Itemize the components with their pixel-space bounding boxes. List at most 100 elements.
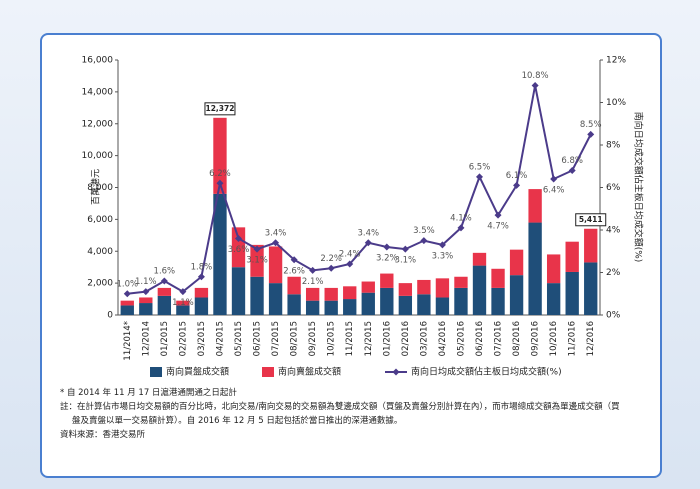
bar: [454, 287, 468, 315]
y-tick-label: 14,000: [82, 87, 114, 97]
bar: [176, 305, 190, 315]
data-label: 1.8%: [191, 262, 213, 272]
data-label: 4.7%: [487, 222, 509, 232]
bar: [380, 287, 394, 315]
bar: [268, 283, 283, 315]
bar: [324, 300, 338, 315]
data-label: 2.6%: [283, 266, 305, 276]
line-marker: [309, 266, 317, 274]
bar: [417, 294, 431, 315]
data-label: 6.8%: [561, 156, 583, 166]
line-marker: [568, 167, 576, 174]
bar: [472, 252, 487, 266]
bar: [565, 241, 579, 272]
x-tick-label: 11/2014*: [123, 321, 133, 361]
x-tick-label: 11/2015: [345, 321, 355, 356]
y-tick-label: 8,000: [87, 183, 113, 193]
bar: [417, 279, 431, 295]
x-tick-label: 05/2015: [234, 321, 244, 356]
x-tick-label: 03/2016: [419, 321, 429, 356]
bar: [454, 276, 468, 288]
note: 註：在計算佔市場日均交易額的百分比時，北向交易/南向交易的交易額為雙邊成交額（買…: [60, 402, 620, 426]
bar: [565, 271, 579, 315]
line-marker: [142, 288, 150, 296]
annotation-box: [575, 213, 607, 227]
data-label: 2.1%: [302, 277, 324, 287]
x-tick-label: 12/2015: [364, 321, 374, 356]
data-label: 2.4%: [339, 250, 361, 260]
bar: [268, 246, 283, 284]
bar: [287, 276, 301, 295]
bar: [343, 286, 357, 300]
y-tick-label: 2,000: [87, 279, 113, 289]
bar: [194, 297, 209, 315]
line-marker: [531, 82, 539, 89]
x-tick-label: 04/2016: [438, 321, 448, 356]
line-marker: [513, 181, 521, 189]
data-label: 1.1%: [172, 298, 194, 308]
bar: [546, 283, 561, 315]
data-label: 2.2%: [320, 254, 342, 264]
x-tick-label: 04/2015: [215, 321, 225, 356]
bar: [361, 281, 375, 293]
notes: * 自 2014 年 11 月 17 日滬港通開通之日起計 註：在計算佔市場日均…: [60, 386, 620, 442]
line-marker: [235, 235, 242, 242]
data-label: 3.1%: [395, 256, 417, 266]
legend-label: 南向買盤成交額: [166, 366, 229, 378]
legend-label: 南向日均成交額佔主板日均成交額(%): [411, 366, 562, 378]
y-tick-label: 12,000: [82, 119, 114, 129]
y2-axis-label: 南向日均成交額佔主板日均成交額(%): [633, 112, 645, 263]
data-label: 6.4%: [543, 186, 565, 196]
x-tick-label: 10/2015: [327, 321, 337, 356]
y2-tick-label: 6%: [606, 183, 621, 193]
bar: [398, 283, 413, 296]
data-label: 6.1%: [506, 171, 528, 181]
bar: [509, 275, 524, 315]
bar: [361, 292, 375, 315]
data-label: 6.2%: [209, 169, 231, 179]
bar: [250, 276, 264, 315]
x-tick-label: 08/2016: [512, 321, 522, 356]
x-tick-label: 07/2015: [271, 321, 281, 356]
x-tick-label: 05/2016: [456, 321, 466, 356]
bar: [213, 117, 227, 194]
y-tick-label: 10,000: [82, 151, 114, 161]
bar: [305, 287, 320, 301]
bar: [528, 222, 542, 315]
annotation-box: [204, 102, 236, 116]
y2-tick-label: 0%: [606, 311, 621, 321]
data-label: 3.2%: [376, 254, 398, 264]
y2-tick-label: 8%: [606, 141, 621, 151]
x-tick-label: 08/2015: [290, 321, 300, 356]
data-label: 10.8%: [522, 71, 549, 81]
bar: [343, 299, 357, 315]
line-marker: [550, 175, 558, 183]
line-marker: [587, 130, 595, 138]
y2-tick-label: 10%: [606, 98, 626, 108]
bar: [305, 300, 320, 315]
data-label: 3.4%: [357, 228, 379, 238]
line-marker: [216, 179, 224, 187]
bar: [139, 297, 153, 304]
bar: [213, 193, 227, 315]
bar: [491, 268, 505, 288]
data-label: 3.5%: [413, 226, 435, 236]
line-marker: [197, 273, 205, 281]
x-tick-label: 02/2015: [178, 321, 188, 356]
bar: [491, 287, 505, 315]
x-tick-label: 06/2016: [475, 321, 485, 356]
line-marker: [364, 239, 372, 247]
bar: [231, 267, 246, 315]
y2-tick-label: 2%: [606, 268, 621, 278]
bar: [194, 287, 209, 298]
annotation-label: 5,411: [579, 215, 603, 224]
data-label: 6.5%: [469, 162, 491, 172]
data-label: 3.1%: [246, 256, 268, 266]
x-tick-label: 10/2016: [549, 321, 559, 356]
line-marker: [401, 245, 409, 253]
x-tick-label: 09/2015: [308, 321, 318, 356]
data-label: 1.1%: [135, 277, 157, 287]
note: 資料來源：香港交易所: [60, 430, 146, 440]
y-tick-label: 4,000: [87, 247, 113, 257]
